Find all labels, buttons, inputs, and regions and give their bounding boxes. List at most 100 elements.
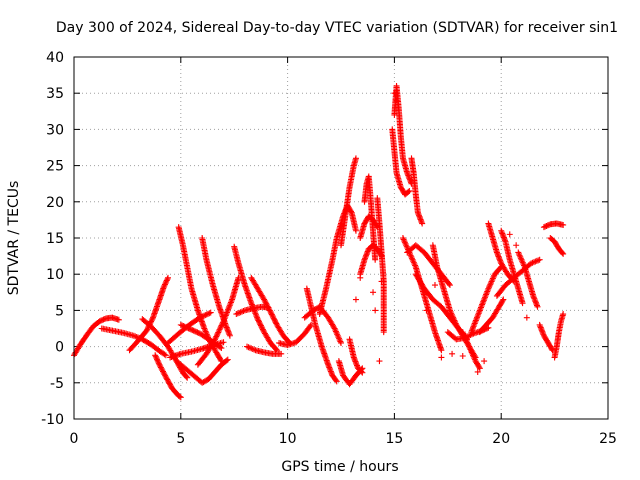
data-point: [207, 309, 214, 316]
data-point: [372, 256, 379, 263]
data-point: [481, 295, 488, 302]
data-point: [239, 308, 246, 315]
data-point: [258, 323, 265, 330]
scatter-point: [391, 90, 398, 97]
data-point: [480, 297, 487, 304]
data-point: [205, 310, 212, 317]
data-point: [244, 343, 251, 350]
data-point: [446, 307, 453, 314]
data-point: [468, 327, 475, 334]
data-point: [471, 356, 478, 363]
x-tick-label: 15: [385, 431, 403, 447]
data-point: [216, 326, 223, 333]
scatter-point: [352, 296, 359, 303]
data-point: [256, 319, 263, 326]
data-point: [468, 347, 475, 354]
data-point: [233, 311, 240, 318]
scatter-point: [431, 282, 438, 289]
data-point: [160, 369, 167, 376]
data-point: [265, 304, 272, 311]
data-point: [236, 309, 243, 316]
data-point: [252, 311, 259, 318]
data-point: [519, 258, 526, 265]
data-point: [199, 313, 206, 320]
x-tick-label: 5: [176, 431, 185, 447]
data-point: [528, 260, 535, 267]
data-point: [96, 318, 103, 325]
data-point: [410, 258, 417, 265]
y-tick-label: -5: [50, 376, 64, 392]
data-point: [257, 322, 264, 329]
data-point: [267, 308, 274, 315]
data-point: [476, 308, 483, 315]
data-point: [481, 294, 488, 301]
data-point: [336, 337, 343, 344]
y-tick-label: 10: [46, 267, 64, 283]
data-point: [251, 346, 258, 353]
data-point: [451, 317, 458, 324]
scatter-point: [523, 314, 530, 321]
data-point: [446, 282, 453, 289]
data-point: [337, 338, 344, 345]
data-point: [408, 253, 415, 260]
data-point: [217, 325, 224, 332]
data-point: [466, 332, 473, 339]
series-track-44: [540, 220, 567, 231]
series-track-21: [338, 155, 359, 249]
data-point: [519, 259, 526, 266]
data-point: [271, 316, 278, 323]
data-point: [223, 357, 230, 364]
data-point: [475, 311, 482, 318]
data-point: [484, 288, 491, 295]
x-tick-label: 10: [279, 431, 297, 447]
data-point: [452, 320, 459, 327]
scatter-point: [474, 368, 481, 375]
y-tick-label: 15: [46, 231, 64, 247]
data-point: [334, 332, 341, 339]
data-point: [161, 281, 168, 288]
data-point: [194, 329, 201, 336]
data-point: [400, 236, 407, 243]
scatter-point: [393, 97, 400, 104]
data-point: [438, 347, 445, 354]
data-point: [264, 303, 271, 310]
series-track-05: [152, 352, 184, 401]
data-point: [227, 300, 234, 307]
data-point: [532, 258, 539, 265]
data-point: [460, 330, 467, 337]
data-point: [559, 249, 566, 256]
series-track-30: [408, 155, 426, 227]
data-point: [518, 256, 525, 263]
data-point: [176, 393, 183, 400]
data-point: [468, 329, 475, 336]
data-point: [218, 345, 225, 352]
data-point: [160, 368, 166, 375]
data-point: [255, 317, 262, 324]
data-point: [534, 303, 541, 310]
series-track-16: [244, 343, 285, 357]
scatter-point: [370, 289, 377, 296]
scatter-point: [438, 354, 445, 361]
x-tick-label: 20: [492, 431, 510, 447]
data-point: [203, 329, 210, 336]
series-track-03: [126, 274, 171, 354]
data-point: [191, 328, 198, 335]
series-track-38: [485, 220, 518, 285]
data-point: [271, 317, 278, 324]
data-point: [359, 369, 366, 376]
data-point: [163, 278, 170, 285]
series-track-46: [551, 311, 567, 361]
data-point: [489, 275, 496, 282]
data-point: [157, 363, 164, 370]
data-point: [478, 303, 485, 310]
data-point: [466, 343, 473, 350]
series-track-43: [536, 321, 556, 354]
data-point: [165, 379, 172, 386]
data-point: [542, 223, 549, 230]
data-point: [520, 261, 527, 268]
data-point: [332, 326, 339, 333]
data-point: [201, 312, 208, 319]
data-point: [149, 315, 156, 322]
data-point: [402, 240, 409, 247]
